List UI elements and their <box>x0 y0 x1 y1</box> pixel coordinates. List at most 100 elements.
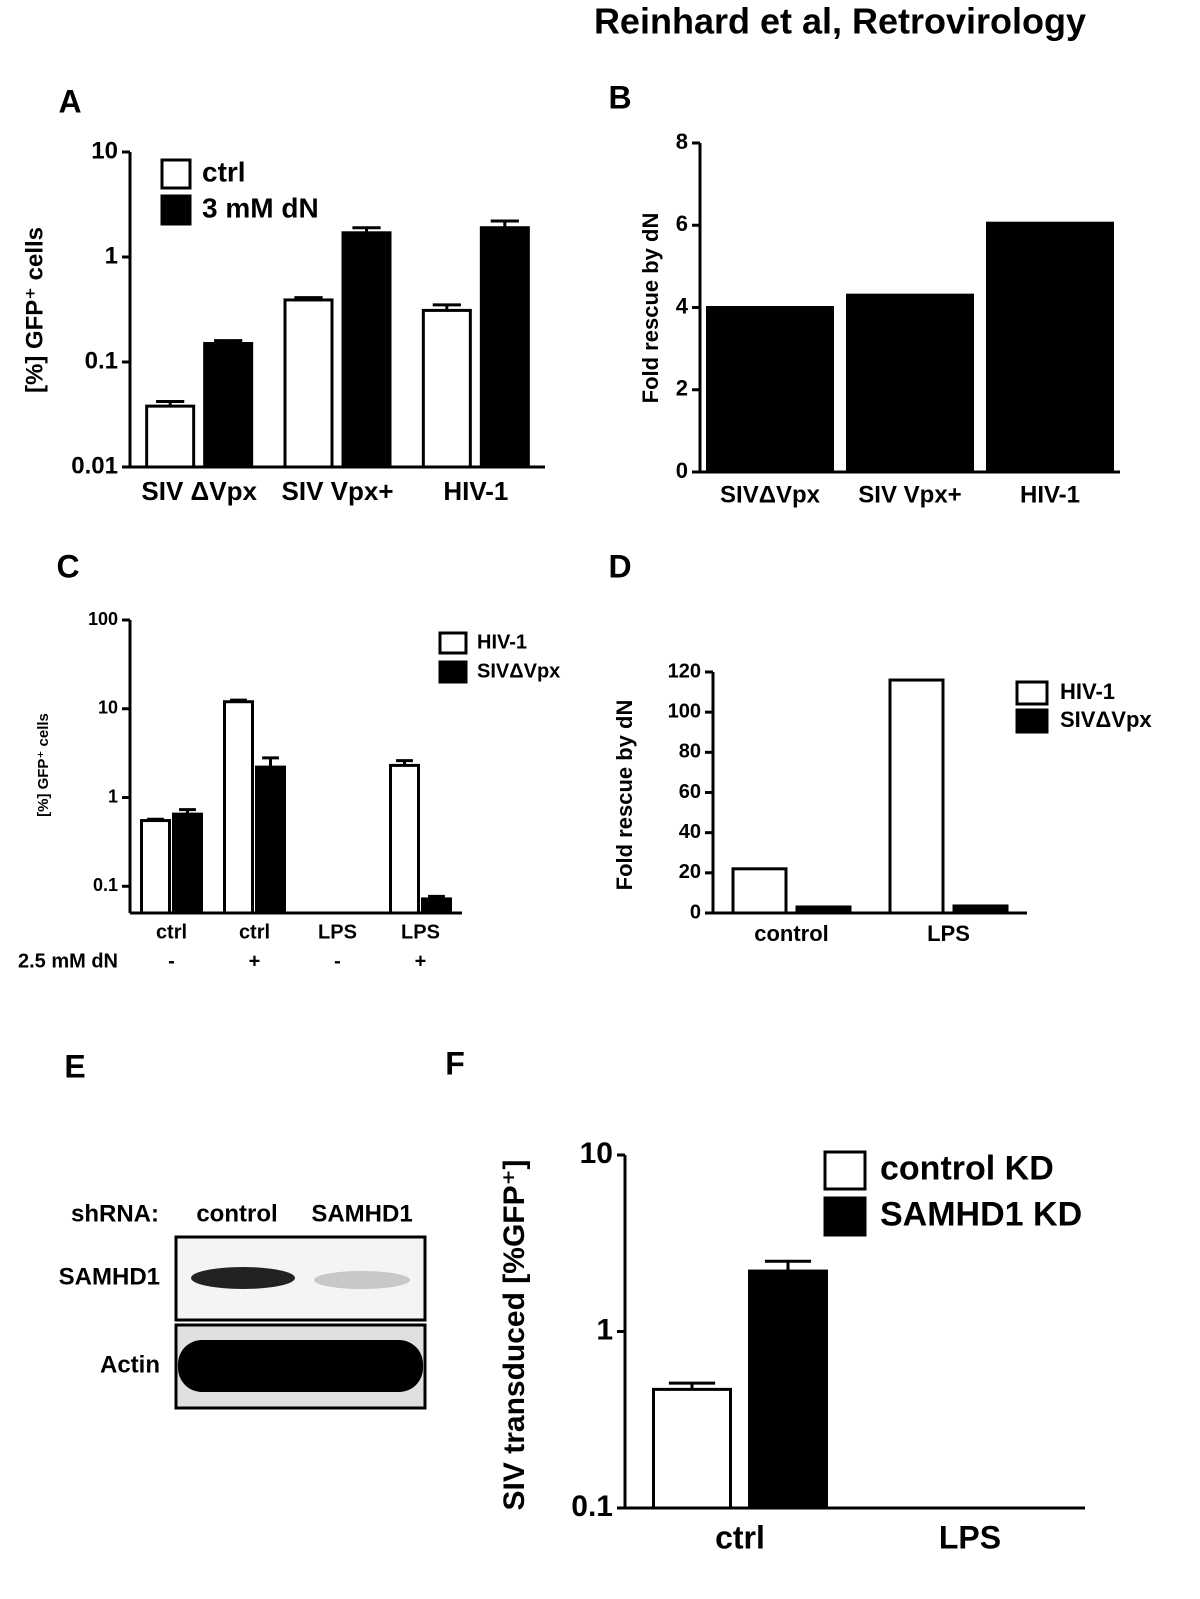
x-tick-label: ctrl <box>156 921 187 943</box>
error-bar <box>156 400 185 407</box>
x-tick-label: SIV Vpx+ <box>282 476 394 506</box>
bar <box>145 404 196 469</box>
panel-letter: E <box>64 1048 85 1084</box>
y-tick-label: 8 <box>676 129 688 154</box>
y-tick-label: 10 <box>580 1137 613 1170</box>
blot-band <box>178 1340 423 1392</box>
y-tick-label: 20 <box>679 861 701 883</box>
error-bar <box>396 759 413 766</box>
bar <box>255 765 286 915</box>
bar <box>172 812 203 915</box>
bar <box>389 763 420 915</box>
blot-band <box>191 1267 295 1289</box>
y-tick-label: 0.1 <box>93 875 118 895</box>
x-tick-label: ctrl <box>715 1519 765 1555</box>
y-tick-label: 40 <box>679 821 701 843</box>
bar <box>203 342 254 469</box>
error-bar <box>179 808 196 815</box>
y-tick-label: 1 <box>105 242 118 269</box>
bar <box>888 678 945 915</box>
x-tick-label: LPS <box>401 921 440 943</box>
legend-swatch <box>1015 708 1049 734</box>
blot-band <box>314 1271 410 1289</box>
legend-label: HIV-1 <box>1060 679 1115 704</box>
error-bar <box>262 756 279 768</box>
bar <box>652 1387 732 1510</box>
bar <box>952 904 1009 915</box>
bar <box>140 819 171 915</box>
y-tick-label: 60 <box>679 781 701 803</box>
x-tick-label: LPS <box>939 1519 1001 1555</box>
bar <box>479 226 530 469</box>
y-tick-label: 0.1 <box>571 1490 613 1523</box>
legend-label: 3 mM dN <box>202 192 319 223</box>
x-tick-label: LPS <box>927 921 970 946</box>
legend-swatch <box>823 1150 867 1191</box>
x-sublabel: + <box>249 950 261 972</box>
bar <box>341 231 392 469</box>
y-tick-label: 1 <box>108 786 118 806</box>
bar <box>421 897 452 915</box>
y-tick-label: 0.01 <box>71 452 118 479</box>
x-sublabel: - <box>168 950 175 972</box>
legend-label: control KD <box>880 1149 1054 1187</box>
x-tick-label: SIV ΔVpx <box>141 476 257 506</box>
x-tick-label: HIV-1 <box>1020 481 1080 508</box>
legend-swatch <box>438 631 468 655</box>
legend-swatch <box>438 660 468 684</box>
bar <box>731 867 788 915</box>
y-tick-label: 120 <box>668 660 701 682</box>
chart: 0.1 1 10 SIV transduced [%GFP⁺] ctrl LPS contr… <box>498 1137 1085 1555</box>
lane-label: control <box>196 1200 277 1227</box>
row-label: SAMHD1 <box>59 1263 160 1290</box>
error-bar <box>668 1381 716 1390</box>
row-label: Actin <box>100 1351 160 1378</box>
bar <box>986 221 1114 474</box>
y-tick-label: 0.1 <box>85 347 118 374</box>
error-bar <box>147 817 164 821</box>
bar <box>795 905 852 915</box>
bar <box>748 1269 828 1510</box>
error-bar <box>428 894 445 899</box>
y-axis-label: Fold rescue by dN <box>612 700 637 891</box>
x-tick-label: control <box>754 921 829 946</box>
bar <box>421 308 472 469</box>
legend-label: SIVΔVpx <box>477 660 560 682</box>
y-tick-label: 100 <box>668 700 701 722</box>
error-bar <box>230 698 247 702</box>
panel-letter: D <box>608 548 631 584</box>
blot-header: shRNA: <box>71 1200 159 1227</box>
legend-label: HIV-1 <box>477 631 527 653</box>
y-axis-label: [%] GFP⁺ cells <box>35 713 52 817</box>
x-sublabel-title: 2.5 mM dN <box>18 950 118 972</box>
figure-title: Reinhard et al, Retrovirology <box>594 1 1086 42</box>
legend-swatch <box>160 194 192 226</box>
y-tick-label: 10 <box>91 137 118 164</box>
x-sublabel: + <box>415 950 427 972</box>
x-tick-label: ctrl <box>239 921 270 943</box>
y-tick-label: 2 <box>676 376 688 401</box>
x-tick-label: SIV Vpx+ <box>858 481 961 508</box>
chart: 0 20 40 60 80 100 120 Fold rescue by dN control L… <box>612 660 1153 946</box>
y-tick-label: 100 <box>88 609 118 629</box>
y-tick-label: 80 <box>679 741 701 763</box>
error-bar <box>352 226 381 233</box>
y-tick-label: 4 <box>676 293 689 318</box>
x-sublabel: - <box>334 950 341 972</box>
legend-label: SAMHD1 KD <box>880 1195 1082 1233</box>
error-bar <box>490 219 519 228</box>
x-tick-label: SIVΔVpx <box>720 481 821 508</box>
legend-label: SIVΔVpx <box>1060 707 1152 732</box>
chart: 0 2 4 6 8 Fold rescue by dN SIVΔVpx SIV Vpx+ HIV… <box>638 129 1120 508</box>
error-bar <box>214 339 243 344</box>
y-tick-label: 6 <box>676 211 688 236</box>
chart: 0.01 0.1 1 10 [%] GFP⁺ cells SIV ΔVpx SIV Vpx+… <box>21 137 545 506</box>
y-tick-label: 0 <box>676 458 688 483</box>
panel-letter: B <box>608 79 631 115</box>
panel-letter: A <box>58 83 81 119</box>
legend-swatch <box>160 158 192 190</box>
bar <box>706 306 834 474</box>
x-tick-label: LPS <box>318 921 357 943</box>
y-axis-label: SIV transduced [%GFP⁺] <box>498 1160 531 1511</box>
